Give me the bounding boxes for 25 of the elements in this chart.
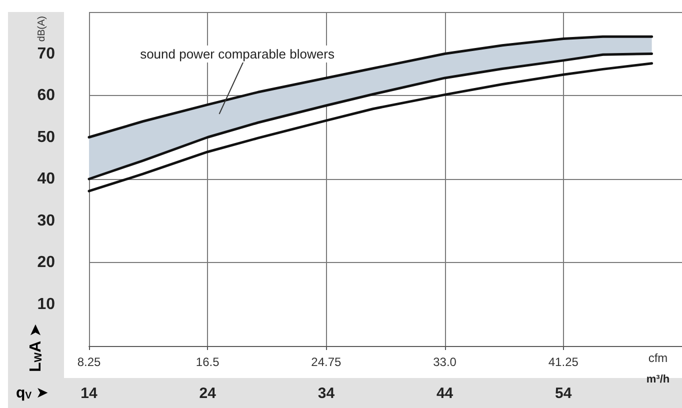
y-axis-title: LWA ➤ [28, 324, 45, 372]
x2-tick-label: 44 [436, 385, 454, 402]
x2-tick-label: 14 [80, 385, 98, 402]
y-tick-label: 10 [37, 296, 56, 313]
x2-tick-label: 34 [318, 385, 336, 402]
line-series [88, 62, 654, 192]
x-axis-title: cfm [648, 351, 668, 365]
x-tick-label: 16.5 [196, 355, 220, 369]
text: qV ➤ [16, 384, 48, 402]
text: dB(A) [36, 16, 48, 42]
annotation: sound power comparable blowers [140, 46, 335, 62]
x2-tick-label: 24 [199, 385, 217, 402]
y-tick-label: 60 [37, 87, 56, 104]
y-tick-label: 40 [37, 170, 56, 188]
x-tick-label: 24.75 [311, 355, 342, 369]
line-series [88, 35, 654, 138]
y-tick-label: 70 [37, 45, 56, 62]
y-tick-label: 50 [37, 128, 56, 146]
x2-tick-label: 54 [555, 385, 572, 402]
x-tick-label: 8.25 [77, 355, 101, 369]
x2-axis-title: m³/h [646, 374, 670, 386]
y-tick-label: 30 [37, 212, 56, 230]
x-tick-label: 41.25 [548, 355, 579, 369]
y-tick-label: 20 [37, 254, 56, 271]
x-tick-label: 33.0 [433, 355, 457, 369]
